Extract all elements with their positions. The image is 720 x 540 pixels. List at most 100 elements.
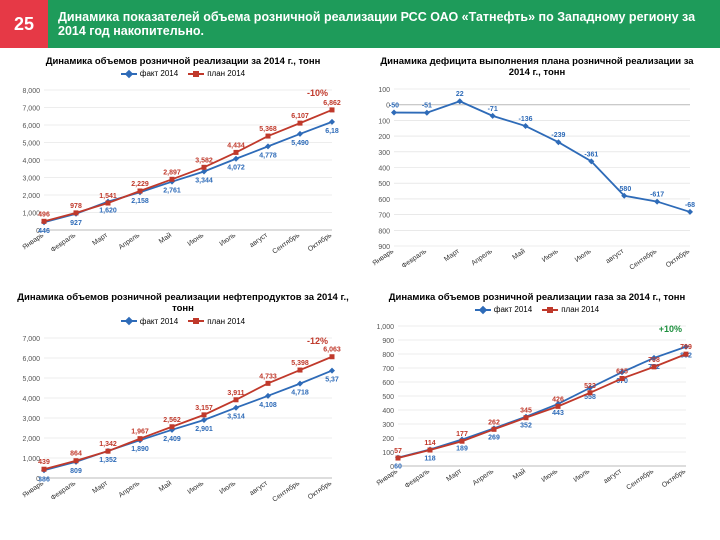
svg-text:2,897: 2,897 [163,170,181,177]
svg-text:Июнь: Июнь [541,468,560,484]
svg-text:-12%: -12% [307,336,328,346]
svg-text:978: 978 [70,203,82,210]
svg-text:1,342: 1,342 [99,441,117,448]
svg-text:Апрель: Апрель [472,468,496,488]
svg-text:900: 900 [382,338,394,345]
svg-text:5,37: 5,37 [325,376,339,383]
svg-text:2,158: 2,158 [131,199,149,206]
svg-text:-239: -239 [551,132,565,139]
svg-text:1,541: 1,541 [99,193,117,200]
svg-text:6,862: 6,862 [323,100,341,107]
svg-text:3,911: 3,911 [227,389,244,396]
svg-text:1,352: 1,352 [99,457,117,464]
svg-text:708: 708 [648,357,660,364]
svg-text:-617: -617 [650,191,664,198]
svg-text:523: 523 [584,383,596,390]
svg-text:Январь: Январь [375,468,399,488]
svg-text:8,000: 8,000 [22,88,40,95]
svg-text:4,718: 4,718 [291,389,309,396]
svg-text:426: 426 [552,397,564,404]
svg-text:Сентябрь: Сентябрь [271,478,302,503]
svg-text:809: 809 [70,467,82,474]
svg-text:Апрель: Апрель [470,247,494,267]
svg-text:439: 439 [38,459,50,466]
svg-text:-136: -136 [519,116,533,123]
svg-text:1,890: 1,890 [131,446,149,453]
chart-1: Динамика объемов розничной реализации за… [8,54,358,286]
svg-text:Март: Март [443,247,461,263]
svg-text:Март: Март [91,232,109,248]
svg-text:300: 300 [382,422,394,429]
svg-text:118: 118 [424,456,435,463]
svg-text:Июль: Июль [574,247,593,263]
svg-text:799: 799 [680,344,692,351]
svg-text:7,000: 7,000 [22,106,40,113]
svg-text:100: 100 [378,87,390,94]
svg-text:2,229: 2,229 [131,181,149,188]
svg-text:100: 100 [378,118,390,125]
svg-text:496: 496 [38,212,50,219]
svg-text:Сентябрь: Сентябрь [625,467,656,492]
svg-text:Июнь: Июнь [187,232,206,248]
svg-text:Февраль: Февраль [404,468,432,490]
svg-text:4,733: 4,733 [259,373,277,380]
svg-text:60: 60 [394,464,402,471]
svg-text:Октябрь: Октябрь [306,478,333,500]
chart-2-title: Динамика дефицита выполнения плана розни… [370,56,704,79]
svg-text:-71: -71 [488,106,498,113]
svg-text:6,000: 6,000 [22,123,40,130]
svg-text:2,901: 2,901 [195,426,213,433]
slide-number: 25 [0,0,48,48]
svg-text:200: 200 [378,134,390,141]
chart-1-title: Динамика объемов розничной реализации за… [16,56,350,67]
svg-text:Июль: Июль [219,232,238,248]
svg-text:100: 100 [382,450,394,457]
svg-text:Октябрь: Октябрь [660,467,687,489]
svg-text:август: август [249,479,270,497]
svg-text:3,000: 3,000 [22,176,40,183]
svg-text:Май: Май [157,479,173,493]
svg-text:400: 400 [382,408,394,415]
svg-text:Июль: Июль [219,479,238,495]
chart-4-title: Динамика объемов розничной реализации га… [370,292,704,303]
svg-text:Сентябрь: Сентябрь [271,231,302,256]
svg-text:500: 500 [382,394,394,401]
chart-3-legend: факт 2014план 2014 [8,317,358,326]
svg-text:4,778: 4,778 [259,153,277,160]
svg-text:Май: Май [511,467,527,481]
chart-2: Динамика дефицита выполнения плана розни… [362,54,712,286]
slide-title: Динамика показателей объема розничной ре… [48,0,720,48]
svg-text:Октябрь: Октябрь [306,231,333,253]
svg-text:Февраль: Февраль [50,232,78,254]
svg-text:2,000: 2,000 [22,193,40,200]
svg-text:5,000: 5,000 [22,376,40,383]
svg-text:4,108: 4,108 [259,401,277,408]
svg-text:625: 625 [616,369,628,376]
svg-text:269: 269 [488,435,500,442]
chart-3-title: Динамика объемов розничной реализации не… [16,292,350,315]
svg-text:400: 400 [378,165,390,172]
svg-text:Март: Март [445,468,463,484]
svg-text:-50: -50 [389,102,399,109]
svg-text:-10%: -10% [307,88,328,98]
svg-text:2,409: 2,409 [163,435,181,442]
svg-text:Октябрь: Октябрь [664,247,691,269]
svg-text:600: 600 [378,197,390,204]
svg-text:август: август [603,468,624,486]
slide-header: 25 Динамика показателей объема розничной… [0,0,720,48]
svg-text:Сентябрь: Сентябрь [628,247,659,272]
svg-text:-51: -51 [422,102,432,109]
svg-text:-361: -361 [584,151,598,158]
svg-text:август: август [605,247,626,265]
chart-1-legend: факт 2014план 2014 [8,69,358,78]
chart-4-svg: 01002003004005006007008009001,000ЯнварьФ… [362,316,710,506]
svg-text:114: 114 [424,440,435,447]
chart-4: Динамика объемов розничной реализации га… [362,290,712,522]
svg-text:6,107: 6,107 [291,114,309,121]
svg-text:177: 177 [456,431,468,438]
svg-text:4,072: 4,072 [227,165,245,172]
svg-text:446: 446 [38,229,50,236]
charts-grid: Динамика объемов розничной реализации за… [0,48,720,528]
svg-text:345: 345 [520,408,532,415]
svg-text:Апрель: Апрель [118,232,142,252]
